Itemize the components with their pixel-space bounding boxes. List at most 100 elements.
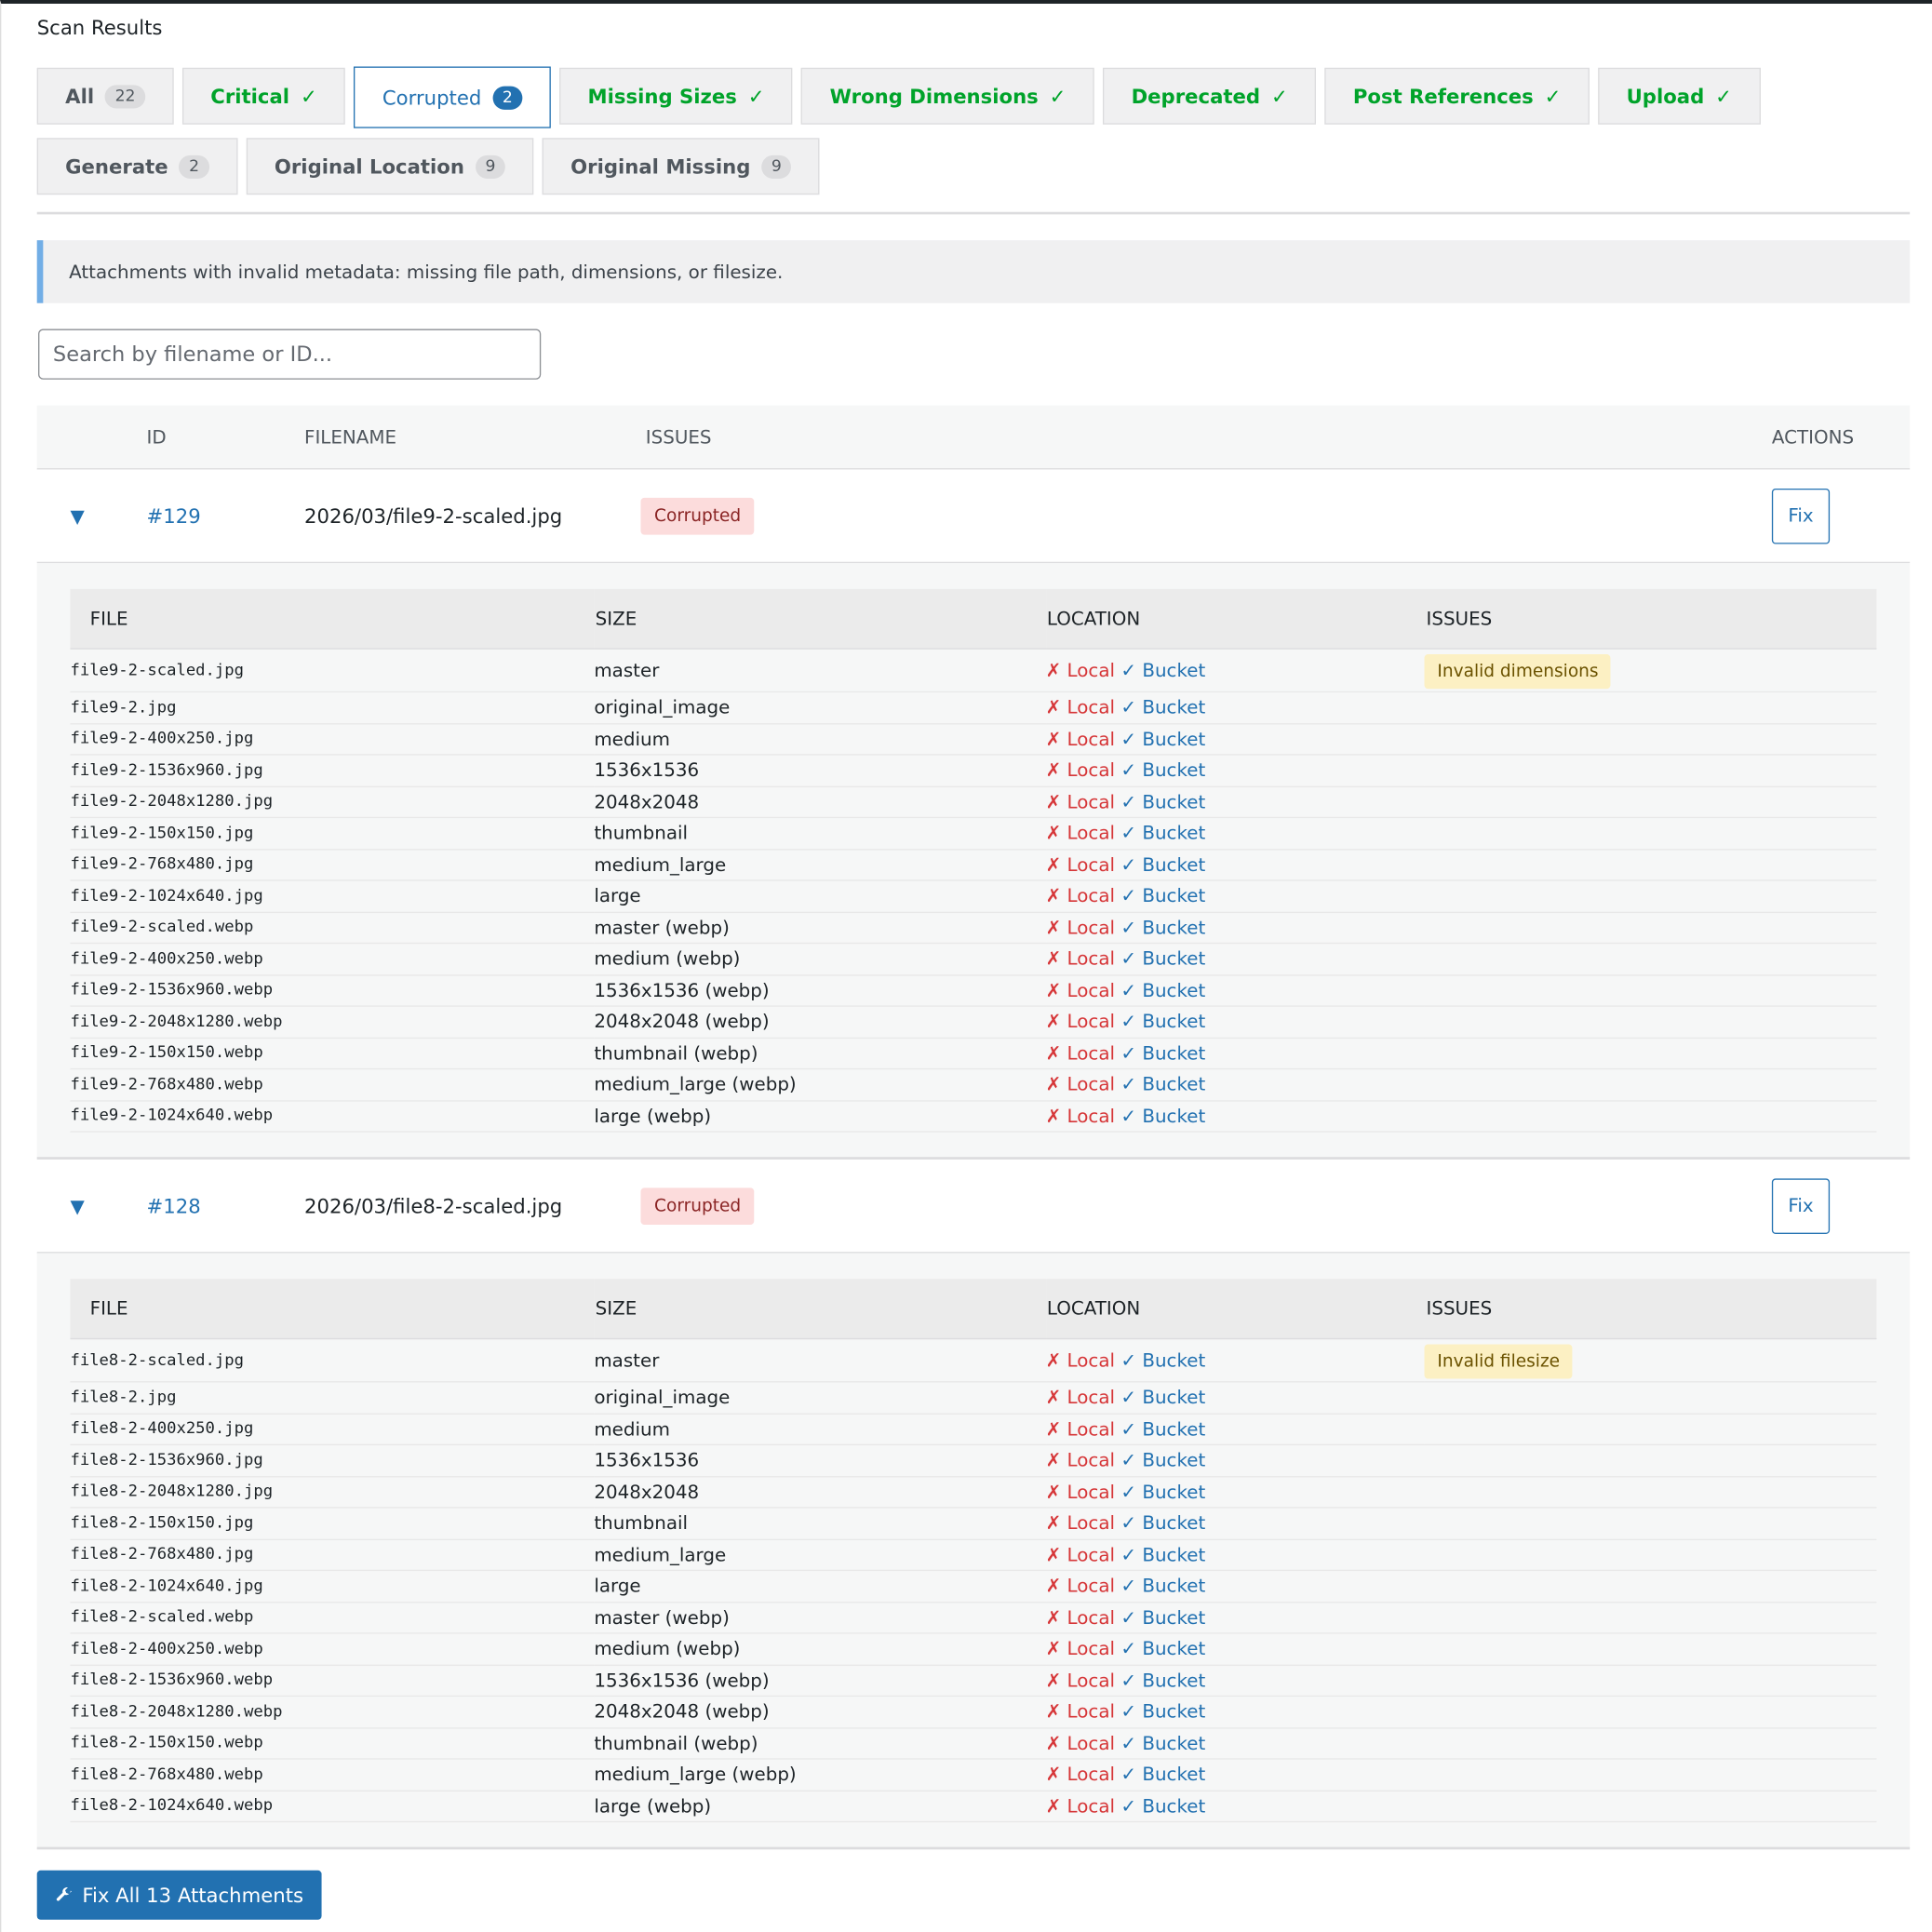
issue-tag: Invalid filesize — [1425, 1344, 1573, 1379]
tab-check: ✓ — [1544, 84, 1562, 108]
local-label: Local — [1067, 884, 1116, 907]
location: ✗ Local ✓ Bucket — [1045, 1696, 1426, 1728]
bucket-mark: ✓ — [1120, 1348, 1137, 1372]
local-mark: ✗ — [1045, 853, 1062, 877]
local-label: Local — [1067, 1732, 1116, 1755]
bucket-label: Bucket — [1142, 853, 1206, 877]
file-name: file8-2-1024x640.webp — [70, 1790, 595, 1823]
bucket-mark: ✓ — [1120, 1481, 1137, 1503]
tab[interactable]: Deprecated ✓ — [1103, 67, 1317, 125]
local-label: Local — [1067, 1348, 1116, 1372]
size-name: medium — [594, 723, 1046, 756]
location: ✗ Local ✓ Bucket — [1045, 1727, 1426, 1760]
location: ✗ Local ✓ Bucket — [1045, 879, 1426, 913]
location: ✗ Local ✓ Bucket — [1045, 1632, 1426, 1666]
local-mark: ✗ — [1045, 659, 1062, 682]
tab[interactable]: Original Location 9 — [246, 138, 534, 195]
detail-column-header: FILE — [70, 588, 595, 650]
file-issue — [1425, 1444, 1877, 1477]
file-row: file8-2-768x480.webp medium_large (webp) ✗… — [70, 1758, 1877, 1791]
size-name: 2048x2048 (webp) — [594, 1006, 1046, 1039]
tab[interactable]: All 22 — [36, 67, 174, 125]
button-label: Fix All 13 Attachments — [82, 1883, 304, 1907]
tab-label: Original Missing — [570, 154, 751, 179]
local-label: Local — [1067, 1041, 1116, 1065]
file-name: file8-2-400x250.webp — [70, 1632, 595, 1666]
bucket-mark: ✓ — [1120, 884, 1137, 907]
local-mark: ✗ — [1045, 758, 1062, 782]
file-name: file9-2-2048x1280.webp — [70, 1006, 595, 1039]
column-header: ACTIONS — [1771, 425, 1855, 449]
local-label: Local — [1067, 979, 1116, 1002]
size-name: original_image — [594, 691, 1046, 724]
bucket-label: Bucket — [1142, 1669, 1206, 1692]
fix-button[interactable]: Fix — [1771, 1177, 1831, 1234]
tab[interactable]: Critical ✓ — [181, 67, 346, 125]
bucket-label: Bucket — [1142, 1073, 1206, 1096]
file-issue — [1425, 1476, 1877, 1509]
tab[interactable]: Upload ✓ — [1598, 67, 1761, 125]
location: ✗ Local ✓ Bucket — [1045, 1570, 1426, 1603]
file-name: file8-2-1536x960.jpg — [70, 1444, 595, 1477]
local-label: Local — [1067, 1700, 1116, 1724]
search-input[interactable]: Search by filename or ID... — [38, 329, 542, 380]
tab[interactable]: Post References ✓ — [1324, 67, 1590, 125]
local-label: Local — [1067, 696, 1116, 719]
tab[interactable]: Corrupted 2 — [354, 66, 551, 128]
file-row: file9-2-1024x640.jpg large ✗ Local ✓ Bucke… — [70, 879, 1877, 913]
location: ✗ Local ✓ Bucket — [1045, 849, 1426, 881]
tab-label: Deprecated — [1131, 84, 1261, 108]
fix-all-button[interactable]: Fix All 13 Attachments — [36, 1870, 322, 1920]
location: ✗ Local ✓ Bucket — [1045, 1476, 1426, 1509]
file-row: file9-2-scaled.jpg master ✗ Local ✓ Bucket… — [70, 649, 1877, 693]
file-row: file9-2-scaled.webp master (webp) ✗ Local … — [70, 911, 1877, 945]
file-name: file9-2-150x150.jpg — [70, 817, 595, 850]
fix-button[interactable]: Fix — [1771, 488, 1831, 543]
local-mark: ✗ — [1045, 1543, 1062, 1566]
size-name: 2048x2048 (webp) — [594, 1696, 1046, 1728]
tab-count: 22 — [105, 84, 146, 108]
local-mark: ✗ — [1045, 1105, 1062, 1128]
tab-label: Upload — [1626, 84, 1705, 108]
file-name: file9-2-1536x960.webp — [70, 974, 595, 1007]
tab[interactable]: Generate 2 — [36, 138, 238, 195]
file-name: file9-2-1024x640.webp — [70, 1100, 595, 1133]
size-name: medium — [594, 1413, 1046, 1446]
bucket-label: Bucket — [1142, 1637, 1206, 1660]
bucket-label: Bucket — [1142, 1105, 1206, 1128]
bucket-mark: ✓ — [1120, 1700, 1137, 1724]
attachment-row: ▼ #128 2026/03/file8-2-scaled.jpg Corrupted… — [36, 1160, 1911, 1254]
bucket-label: Bucket — [1142, 979, 1206, 1002]
toggle[interactable]: ▼ — [70, 504, 85, 528]
attachment-id[interactable]: #129 — [146, 503, 201, 528]
size-name: 1536x1536 (webp) — [594, 974, 1046, 1007]
file-name: file9-2-768x480.jpg — [70, 849, 595, 881]
file-issue — [1425, 785, 1877, 819]
local-label: Local — [1067, 1794, 1116, 1818]
bucket-label: Bucket — [1142, 1763, 1206, 1786]
location: ✗ Local ✓ Bucket — [1045, 943, 1426, 975]
bucket-label: Bucket — [1142, 1417, 1206, 1441]
local-mark: ✗ — [1045, 1700, 1062, 1724]
tab[interactable]: Original Missing 9 — [542, 138, 820, 195]
size-name: medium_large (webp) — [594, 1758, 1046, 1791]
file-name: file9-2-768x480.webp — [70, 1068, 595, 1101]
attachment-id[interactable]: #128 — [146, 1193, 201, 1218]
location: ✗ Local ✓ Bucket — [1045, 1790, 1426, 1823]
tab[interactable]: Wrong Dimensions ✓ — [801, 67, 1094, 125]
detail-column-header: SIZE — [594, 588, 1046, 650]
local-label: Local — [1067, 1105, 1116, 1128]
file-issue — [1425, 1037, 1877, 1070]
tab[interactable]: Missing Sizes ✓ — [559, 67, 793, 125]
file-issue — [1425, 911, 1877, 945]
file-row: file9-2-2048x1280.jpg 2048x2048 ✗ Local ✓ … — [70, 785, 1877, 819]
location: ✗ Local ✓ Bucket — [1045, 1444, 1426, 1477]
file-issue — [1425, 1507, 1877, 1540]
size-name: master — [594, 1338, 1046, 1383]
file-name: file9-2-400x250.webp — [70, 943, 595, 975]
bucket-label: Bucket — [1142, 728, 1206, 750]
file-name: file9-2-scaled.jpg — [70, 649, 595, 693]
toggle[interactable]: ▼ — [70, 1194, 85, 1217]
detail-table: FILE SIZE LOCATION ISSUES file9-2-scaled.jpg… — [70, 588, 1877, 1133]
